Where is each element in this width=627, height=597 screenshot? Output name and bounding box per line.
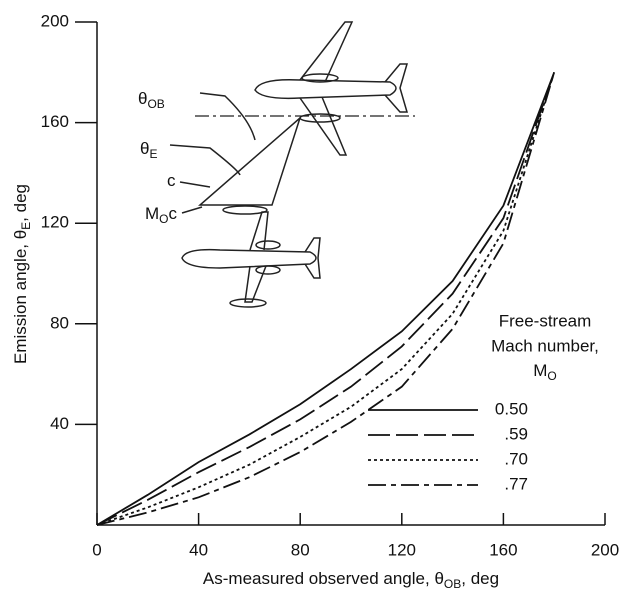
legend-label: .70 — [504, 449, 528, 468]
annotation-subscript: O — [159, 212, 168, 226]
y-axis-label-suffix: , deg — [11, 184, 30, 222]
x-axis-label: As-measured observed angle, θOB, deg — [203, 569, 499, 591]
x-axis-label-text: As-measured observed angle, θ — [203, 569, 444, 588]
y-axis-label: Emission angle, θE, deg — [11, 184, 33, 364]
annotation: θOB — [138, 89, 165, 111]
x-tick-label: 120 — [388, 540, 416, 559]
legend-title-subscript: O — [547, 369, 556, 383]
x-axis-label-suffix: , deg — [461, 569, 499, 588]
y-axis-label-text: Emission angle, θ — [11, 230, 30, 364]
y-tick-label: 40 — [50, 414, 69, 433]
data-line — [96, 72, 556, 526]
legend-title: Free-stream — [499, 311, 592, 330]
x-tick-label: 0 — [92, 540, 101, 559]
legend-label: 0.50 — [495, 399, 528, 418]
annotation-text: c — [167, 171, 176, 190]
annotation-text: θ — [140, 139, 149, 158]
legend-title: Mach number, — [491, 336, 599, 355]
annotation: θE — [140, 139, 157, 161]
data-line — [96, 72, 556, 526]
legend-title: MO — [533, 361, 557, 383]
legend-label: .59 — [504, 424, 528, 443]
data-line — [96, 71, 556, 526]
aircraft-diagram — [181, 21, 408, 308]
annotation-text: θ — [138, 89, 147, 108]
data-line — [96, 72, 556, 526]
y-tick-label: 120 — [41, 213, 69, 232]
vector-diagram — [169, 92, 302, 214]
y-tick-label: 200 — [41, 11, 69, 30]
x-tick-label: 200 — [591, 540, 619, 559]
x-tick-label: 80 — [291, 540, 310, 559]
annotation-text: M — [145, 204, 159, 223]
y-tick-label: 160 — [41, 112, 69, 131]
x-axis-label-subscript: OB — [444, 577, 461, 591]
annotation-subscript: OB — [147, 97, 164, 111]
y-axis-label-subscript: E — [19, 222, 33, 230]
annotation: c — [167, 171, 176, 190]
x-tick-label: 40 — [189, 540, 208, 559]
x-tick-label: 160 — [489, 540, 517, 559]
annotation: MOc — [145, 204, 178, 226]
annotation-suffix: c — [169, 204, 178, 223]
legend-title-symbol: M — [533, 361, 547, 380]
y-tick-label: 80 — [50, 313, 69, 332]
legend-label: .77 — [504, 474, 528, 493]
annotation-subscript: E — [149, 147, 157, 161]
